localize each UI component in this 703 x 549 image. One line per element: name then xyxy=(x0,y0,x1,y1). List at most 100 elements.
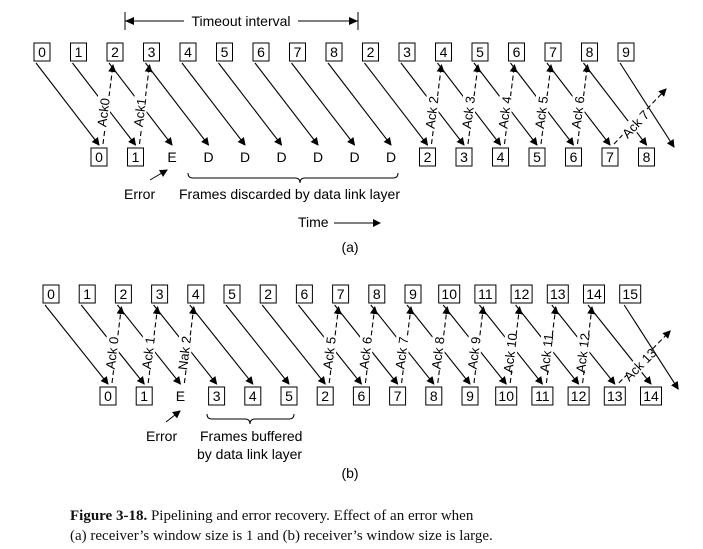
bottom-item-12: 5 xyxy=(528,147,546,167)
discard-brace xyxy=(187,172,399,184)
bottom-item-6-text: 2 xyxy=(321,388,329,404)
bottom-item-10: 9 xyxy=(461,386,479,406)
top-frame-3-box xyxy=(143,42,160,62)
ack-arrow-7 xyxy=(473,306,487,384)
bottom-item-5: 5 xyxy=(280,386,298,406)
data-arrow-5 xyxy=(225,304,290,385)
bottom-item-6: D xyxy=(313,149,323,165)
top-frame-10-text: 9 xyxy=(409,286,417,302)
top-frame-8: 8 xyxy=(325,42,343,62)
ack-label-0: Ack0 xyxy=(94,97,113,128)
bottom-item-12-text: 11 xyxy=(535,388,550,404)
top-frame-11-text: 10 xyxy=(441,286,457,302)
top-frame-12-box xyxy=(474,284,497,304)
bottom-item-4: 4 xyxy=(244,386,262,406)
ack-label-5: Ack 7 xyxy=(392,336,411,370)
bottom-item-11-box xyxy=(492,147,509,167)
bottom-item-4-box xyxy=(244,386,262,406)
bottom-item-8-text: D xyxy=(386,149,396,165)
bottom-item-0-text: 0 xyxy=(104,388,112,404)
bottom-item-5: D xyxy=(276,149,286,165)
sub-label-b: (b) xyxy=(341,465,358,481)
top-frame-0-text: 0 xyxy=(47,286,55,302)
top-frame-11: 4 xyxy=(435,42,452,62)
bottom-item-9-box xyxy=(425,386,443,406)
bottom-item-0: 0 xyxy=(99,386,117,406)
top-frame-9-text: 2 xyxy=(367,44,375,60)
error-label-b: Error xyxy=(146,428,177,444)
ack-arrow-6 xyxy=(437,306,451,384)
top-frame-9: 8 xyxy=(368,284,386,304)
ack-label-bg-2 xyxy=(175,335,194,371)
buffer-label-line2: by data link layer xyxy=(197,446,302,462)
top-frame-16-text: 15 xyxy=(622,286,638,302)
top-frame-0: 0 xyxy=(33,42,51,62)
bottom-item-14-text: 13 xyxy=(607,388,623,404)
top-frame-8: 7 xyxy=(332,284,350,304)
ack-label-1: Ack1 xyxy=(131,97,150,128)
data-arrow-16 xyxy=(619,62,675,148)
ack-arrow-4 xyxy=(503,64,518,145)
bottom-item-8: 7 xyxy=(389,386,407,406)
top-frame-16-text: 9 xyxy=(622,44,630,60)
top-frame-0-text: 0 xyxy=(38,44,46,60)
top-frame-14: 7 xyxy=(544,42,562,62)
data-arrow-6 xyxy=(261,304,326,385)
ack-label-10: Ack 12 xyxy=(573,332,593,373)
bottom-item-15: 14 xyxy=(640,386,662,406)
top-frame-9-box xyxy=(368,284,386,304)
top-frame-14-text: 13 xyxy=(550,286,566,302)
bottom-item-1-text: 1 xyxy=(132,149,140,165)
top-frame-13: 6 xyxy=(508,42,525,62)
ack-label-bg-11 xyxy=(622,347,657,382)
buffer-label-line1: Frames buffered xyxy=(200,428,302,444)
ack-label-6: Ack 6 xyxy=(569,95,588,129)
ack-label-bg-9 xyxy=(537,335,556,371)
ack-label-1: Ack 1 xyxy=(139,336,158,370)
top-frame-8-text: 7 xyxy=(337,286,345,302)
top-frame-6: 2 xyxy=(259,284,277,304)
top-frame-11: 10 xyxy=(438,284,461,304)
bottom-item-2: E xyxy=(176,388,185,404)
bottom-item-2: E xyxy=(167,149,176,165)
top-frame-2-box xyxy=(106,42,124,62)
bottom-item-13-box xyxy=(567,386,590,406)
top-frame-1-box xyxy=(78,284,96,304)
bottom-item-7: 6 xyxy=(352,386,370,406)
top-frame-14-box xyxy=(546,284,569,304)
top-frame-7-text: 7 xyxy=(294,44,302,60)
diagram-b: 0 1 2 3 4 5 2 6 7 8 9 10 11 12 13 14 15 0 1 E 3 4 5 2 6 7 8 9 10 11 1… xyxy=(42,284,679,481)
top-frame-1-box xyxy=(70,42,87,62)
ack-label-bg-10 xyxy=(573,335,592,371)
top-frame-1: 1 xyxy=(70,42,87,62)
top-frame-13-box xyxy=(510,284,533,304)
bottom-item-13: 6 xyxy=(565,147,582,167)
top-frame-11-box xyxy=(438,284,461,304)
top-frame-3: 3 xyxy=(143,42,160,62)
bottom-item-1-box xyxy=(127,147,144,167)
ack-arrow-1 xyxy=(147,306,161,384)
bottom-item-11-text: 4 xyxy=(497,149,505,165)
top-frame-0-box xyxy=(42,284,60,304)
top-frame-0: 0 xyxy=(42,284,60,304)
top-frame-12-box xyxy=(471,42,489,62)
bottom-item-14-box xyxy=(603,386,626,406)
top-frame-14-text: 7 xyxy=(549,44,557,60)
ack-label-bg-7 xyxy=(464,335,483,371)
top-frame-12: 5 xyxy=(471,42,489,62)
bottom-item-5-text: D xyxy=(276,149,286,165)
bottom-item-0-box xyxy=(90,147,108,167)
bottom-item-10-text: 9 xyxy=(466,388,474,404)
top-frame-13: 12 xyxy=(510,284,533,304)
top-frame-12-text: 5 xyxy=(476,44,484,60)
bottom-item-12-box xyxy=(531,386,554,406)
bottom-item-4: D xyxy=(240,149,250,165)
ack-label-8: Ack 10 xyxy=(501,332,521,373)
top-frame-16: 9 xyxy=(617,42,635,62)
bottom-item-3-text: D xyxy=(203,149,213,165)
bottom-item-14: 13 xyxy=(603,386,626,406)
ack-label-0: Ack 0 xyxy=(103,336,122,370)
ack-label-11: Ack 13 xyxy=(621,345,660,384)
top-frame-13-box xyxy=(508,42,525,62)
